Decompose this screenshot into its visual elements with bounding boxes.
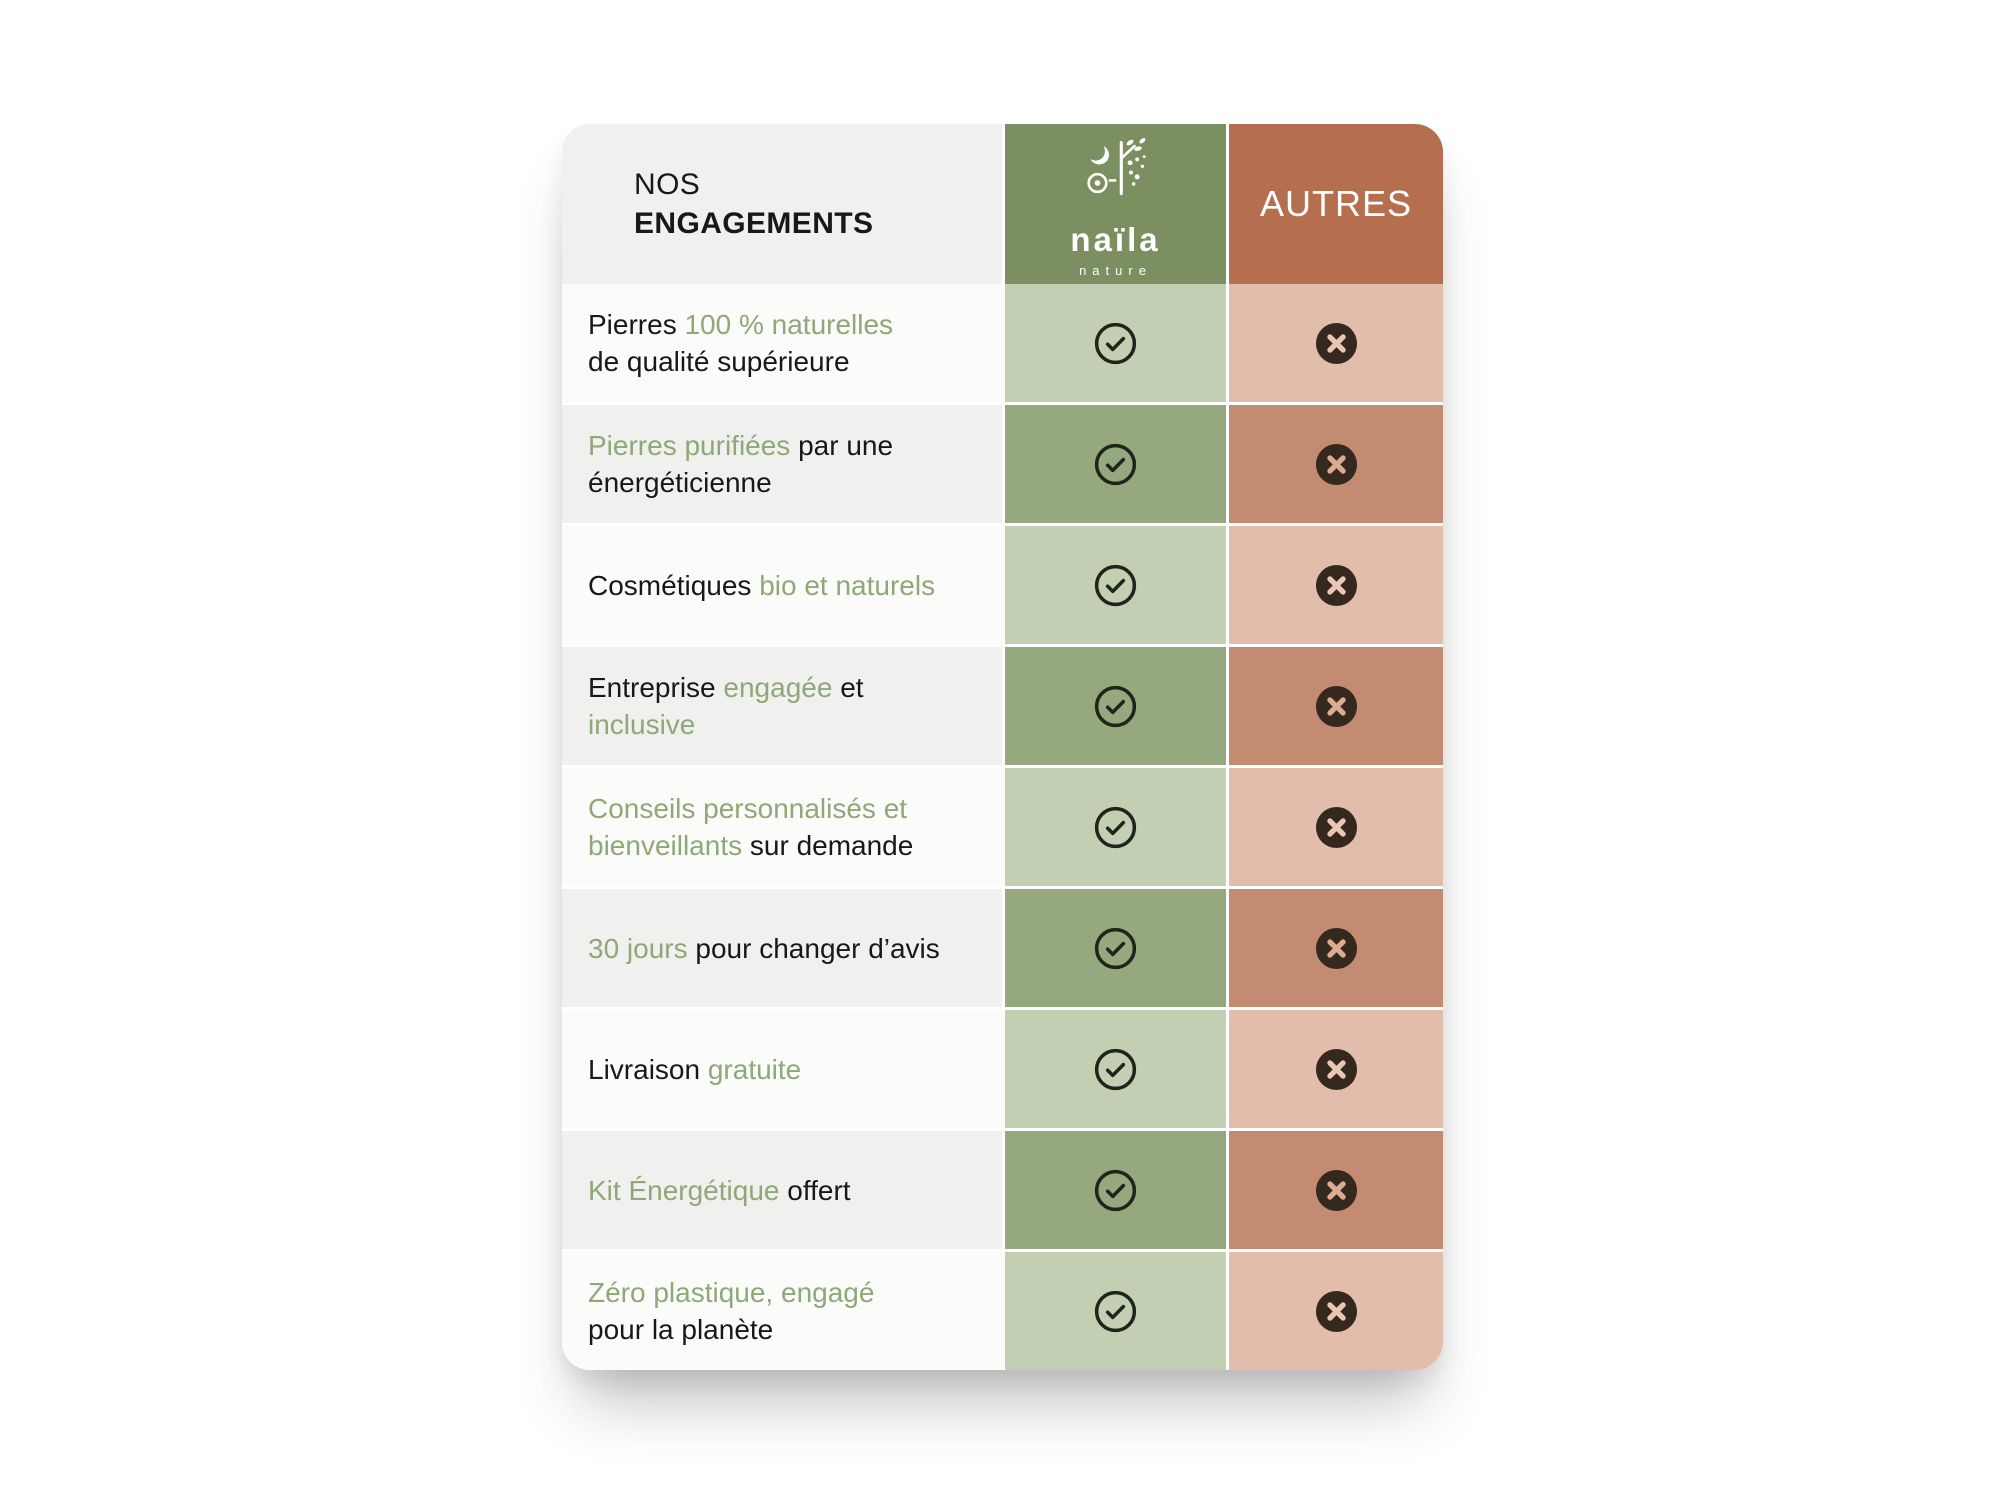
x-circle-icon: [1315, 806, 1357, 848]
header-naila-brand: naïla nature: [1005, 124, 1226, 284]
row-label-text: Cosmétiques bio et naturels: [588, 569, 936, 601]
table-row: Conseils personnalisés et bienveillants s…: [562, 768, 1443, 886]
autres-status-cell: [1229, 1252, 1443, 1370]
row-label-cell: Livraison gratuite: [562, 1010, 1002, 1128]
check-circle-icon: [1094, 1048, 1137, 1090]
check-circle-icon: [1094, 927, 1137, 969]
row-label-text: Kit Énergétique offert: [588, 1174, 851, 1206]
table-header-row: NOS ENGAGEMENTS: [562, 124, 1443, 284]
row-label-text: 30 jours pour changer d’avis: [588, 932, 940, 964]
check-circle-icon: [1094, 806, 1137, 848]
naila-subtitle: nature: [1079, 262, 1152, 278]
naila-status-cell: [1005, 284, 1226, 402]
table-row: Pierres purifiées par une énergéticienne: [562, 405, 1443, 523]
row-label-cell: Pierres purifiées par une énergéticienne: [562, 405, 1002, 523]
row-label-text: Livraison gratuite: [588, 1053, 802, 1085]
row-label-cell: Zéro plastique, engagé pour la planète: [562, 1252, 1002, 1370]
header-engagements-line1: NOS: [634, 168, 701, 201]
header-autres: AUTRES: [1229, 124, 1443, 284]
table-row: 30 jours pour changer d’avis: [562, 889, 1443, 1007]
table-row: Zéro plastique, engagé pour la planète: [562, 1252, 1443, 1370]
row-label-text: Pierres 100 % naturelles de qualité supér…: [588, 309, 894, 377]
table-row: Pierres 100 % naturelles de qualité supér…: [562, 284, 1443, 402]
table-row: Entreprise engagée et inclusive: [562, 647, 1443, 765]
naila-status-cell: [1005, 889, 1226, 1007]
autres-status-cell: [1229, 526, 1443, 644]
x-circle-icon: [1315, 1048, 1357, 1090]
comparison-table-card: NOS ENGAGEMENTS: [562, 124, 1443, 1370]
table-row: Kit Énergétique offert: [562, 1131, 1443, 1249]
naila-status-cell: [1005, 647, 1226, 765]
check-circle-icon: [1094, 1290, 1137, 1332]
naila-status-cell: [1005, 1131, 1226, 1249]
table-row: Livraison gratuite: [562, 1010, 1443, 1128]
autres-status-cell: [1229, 1131, 1443, 1249]
autres-status-cell: [1229, 889, 1443, 1007]
check-circle-icon: [1094, 443, 1137, 485]
check-circle-icon: [1094, 322, 1137, 364]
autres-status-cell: [1229, 1010, 1443, 1128]
check-circle-icon: [1094, 685, 1137, 727]
row-label-cell: Pierres 100 % naturelles de qualité supér…: [562, 284, 1002, 402]
row-label-cell: 30 jours pour changer d’avis: [562, 889, 1002, 1007]
row-label-text: Pierres purifiées par une énergéticienne: [588, 430, 894, 498]
x-circle-icon: [1315, 1290, 1357, 1332]
naila-status-cell: [1005, 1252, 1226, 1370]
naila-status-cell: [1005, 526, 1226, 644]
naila-status-cell: [1005, 405, 1226, 523]
naila-status-cell: [1005, 1010, 1226, 1128]
naila-logo-icon: [1085, 137, 1146, 195]
row-label-text: Zéro plastique, engagé pour la planète: [588, 1277, 875, 1345]
x-circle-icon: [1315, 443, 1357, 485]
check-circle-icon: [1094, 1169, 1137, 1211]
row-label-cell: Kit Énergétique offert: [562, 1131, 1002, 1249]
header-engagements-line2: ENGAGEMENTS: [634, 207, 874, 240]
autres-status-cell: [1229, 647, 1443, 765]
header-engagements: NOS ENGAGEMENTS: [562, 124, 1002, 284]
row-label-text: Conseils personnalisés et bienveillants s…: [588, 793, 914, 861]
table-row: Cosmétiques bio et naturels: [562, 526, 1443, 644]
x-circle-icon: [1315, 322, 1357, 364]
x-circle-icon: [1315, 927, 1357, 969]
x-circle-icon: [1315, 685, 1357, 727]
row-label-cell: Cosmétiques bio et naturels: [562, 526, 1002, 644]
row-label-cell: Entreprise engagée et inclusive: [562, 647, 1002, 765]
x-circle-icon: [1315, 1169, 1357, 1211]
check-circle-icon: [1094, 564, 1137, 606]
row-label-cell: Conseils personnalisés et bienveillants s…: [562, 768, 1002, 886]
autres-status-cell: [1229, 768, 1443, 886]
naila-wordmark: naïla: [1070, 220, 1161, 258]
table-rows: Pierres 100 % naturelles de qualité supér…: [562, 284, 1443, 1370]
naila-status-cell: [1005, 768, 1226, 886]
x-circle-icon: [1315, 564, 1357, 606]
row-label-text: Entreprise engagée et inclusive: [588, 672, 864, 740]
autres-status-cell: [1229, 284, 1443, 402]
autres-status-cell: [1229, 405, 1443, 523]
